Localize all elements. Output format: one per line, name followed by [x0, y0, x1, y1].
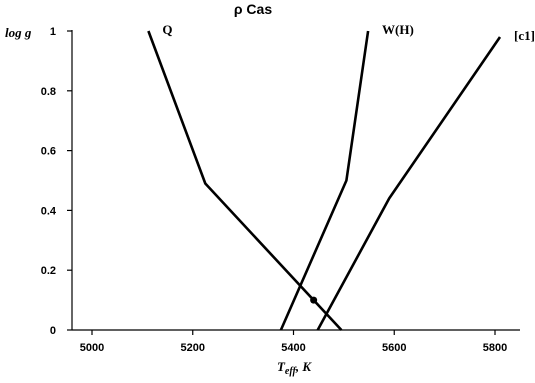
x-axis-label-main: T: [277, 359, 286, 374]
x-ticks: 5000 5200 5400 5600 5800: [80, 330, 507, 354]
data-point-marker: [310, 296, 318, 304]
chart-title: ρ Cas: [234, 1, 272, 17]
y-tick-label: 0.6: [41, 146, 56, 158]
x-axis-label-sub: eff: [285, 366, 298, 377]
y-tick-label: 1: [50, 26, 56, 38]
series-line: [147, 30, 343, 331]
series-lines: [147, 30, 502, 331]
x-tick-label: 5000: [80, 342, 104, 354]
series-line: [316, 36, 502, 331]
x-axis-label-unit: , K: [295, 359, 313, 374]
y-tick-label: 0: [50, 325, 56, 337]
x-tick-label: 5400: [281, 342, 305, 354]
series-line: [279, 30, 370, 331]
series-label: W(H): [382, 22, 414, 37]
series-label: [c1]: [514, 28, 535, 43]
y-axis-label: log g: [5, 25, 32, 40]
y-tick-label: 0.4: [41, 205, 57, 217]
series-label: Q: [162, 22, 172, 37]
y-tick-label: 0.2: [41, 265, 56, 277]
x-tick-label: 5800: [483, 342, 507, 354]
x-tick-label: 5600: [382, 342, 406, 354]
y-ticks: 0 0.2 0.4 0.6 0.8 1: [41, 26, 72, 337]
series-labels: Q W(H) [c1]: [162, 22, 535, 43]
x-tick-label: 5200: [181, 342, 205, 354]
x-axis-label: Teff, K: [277, 359, 312, 377]
y-tick-label: 0.8: [41, 86, 56, 98]
